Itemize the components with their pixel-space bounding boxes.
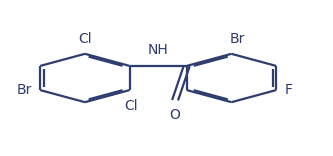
Text: Br: Br (17, 83, 32, 97)
Text: O: O (169, 108, 180, 122)
Text: Cl: Cl (125, 99, 138, 113)
Text: Br: Br (230, 32, 245, 46)
Text: F: F (284, 83, 292, 97)
Text: Cl: Cl (78, 32, 92, 46)
Text: NH: NH (148, 43, 168, 57)
